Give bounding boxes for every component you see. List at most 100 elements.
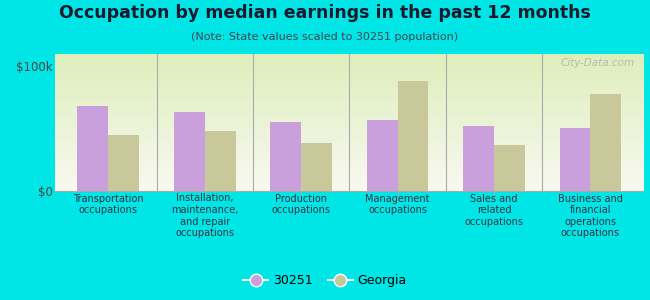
Bar [55,75,644,76]
Bar [55,127,644,128]
Bar [55,64,644,65]
Bar [463,126,494,190]
Bar [55,81,644,82]
Bar [55,68,644,69]
Bar [55,184,644,185]
Bar [55,76,644,77]
Bar [55,140,644,141]
Bar [109,135,139,190]
Bar [55,169,644,170]
Text: (Note: State values scaled to 30251 population): (Note: State values scaled to 30251 popu… [192,32,458,41]
Bar [55,82,644,83]
Bar [55,60,644,61]
Bar [55,180,644,181]
Bar [55,173,644,174]
Bar [55,101,644,102]
Bar [55,105,644,106]
Bar [55,165,644,166]
Bar [205,131,235,190]
Bar [55,155,644,156]
Bar [55,95,644,96]
Bar [55,67,644,68]
Bar [55,84,644,85]
Bar [55,79,644,80]
Bar [55,148,644,149]
Bar [494,145,525,190]
Text: Business and
financial
operations
occupations: Business and financial operations occupa… [558,194,623,238]
Bar [55,110,644,111]
Bar [55,77,644,78]
Bar [55,112,644,113]
Text: Installation,
maintenance,
and repair
occupations: Installation, maintenance, and repair oc… [171,194,239,238]
Bar [55,59,644,60]
Bar [270,122,301,190]
Bar [55,54,644,55]
Bar [55,131,644,132]
Bar [55,174,644,175]
Bar [55,109,644,110]
Bar [55,171,644,172]
Bar [55,177,644,178]
Bar [55,178,644,179]
Bar [55,122,644,123]
Bar [55,61,644,62]
Bar [55,156,644,157]
Bar [55,89,644,90]
Bar [55,153,644,154]
Bar [55,124,644,125]
Bar [55,97,644,98]
Bar [55,80,644,81]
Bar [590,94,621,190]
Bar [55,94,644,95]
Bar [55,142,644,143]
Bar [55,168,644,169]
Bar [55,98,644,99]
Bar [55,138,644,139]
Bar [55,65,644,66]
Text: Transportation
occupations: Transportation occupations [73,194,144,215]
Bar [55,116,644,117]
Bar [55,135,644,136]
Bar [55,133,644,134]
Bar [55,160,644,161]
Bar [55,154,644,155]
Bar [55,62,644,63]
Bar [55,57,644,58]
Bar [55,134,644,135]
Bar [55,130,644,131]
Bar [55,137,644,138]
Bar [55,83,644,84]
Bar [55,164,644,165]
Bar [55,121,644,122]
Text: Sales and
related
occupations: Sales and related occupations [465,194,523,227]
Bar [55,58,644,59]
Bar [55,157,644,158]
Bar [55,104,644,105]
Bar [55,102,644,103]
Bar [55,141,644,142]
Bar [77,106,109,190]
Bar [55,115,644,116]
Bar [55,106,644,107]
Bar [55,126,644,127]
Text: Occupation by median earnings in the past 12 months: Occupation by median earnings in the pas… [59,4,591,22]
Bar [55,74,644,75]
Bar [55,136,644,137]
Bar [55,158,644,159]
Bar [55,151,644,152]
Bar [55,182,644,183]
Bar [55,179,644,180]
Bar [55,117,644,118]
Bar [55,125,644,126]
Bar [55,63,644,64]
Bar [55,187,644,188]
Bar [367,120,398,190]
Bar [55,170,644,171]
Bar [55,145,644,146]
Bar [55,87,644,88]
Bar [55,108,644,109]
Bar [55,71,644,72]
Legend: 30251, Georgia: 30251, Georgia [238,269,412,292]
Text: City-Data.com: City-Data.com [560,58,634,68]
Bar [55,162,644,163]
